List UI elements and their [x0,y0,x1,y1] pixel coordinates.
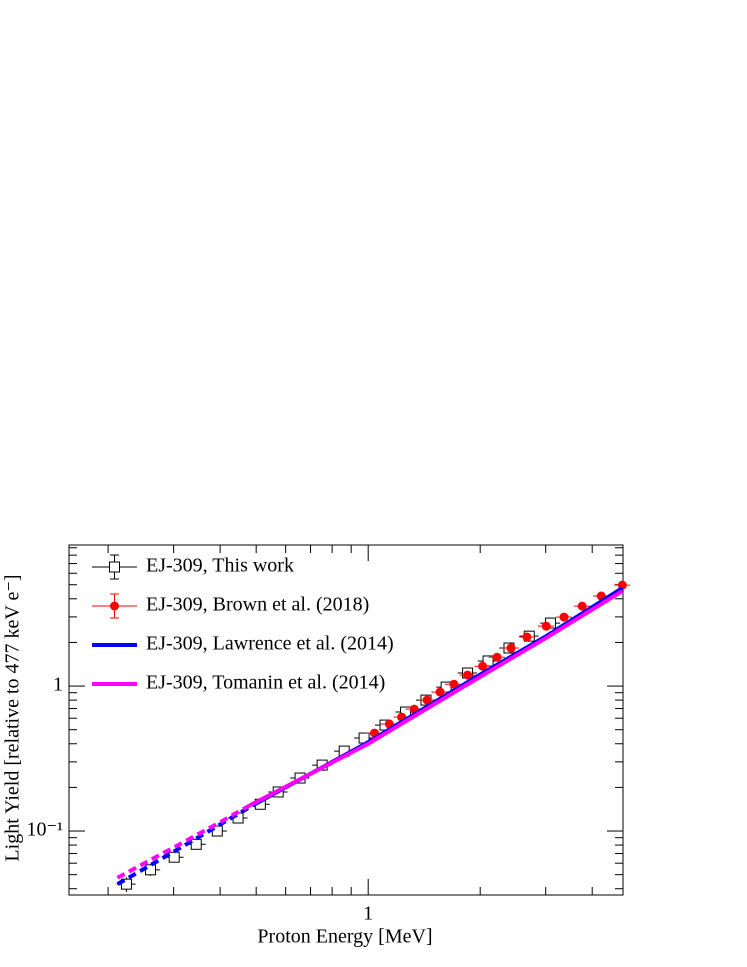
marker [168,851,180,863]
marker [449,679,459,689]
legend-label: EJ-309, Lawrence et al. (2014) [146,633,394,655]
legend-marker [109,561,120,573]
series-line [116,801,258,886]
x-axis-title: Proton Energy [MeV] [257,926,432,948]
legend-marker [110,601,119,611]
marker [478,661,488,671]
y-tick-label: 10⁻¹ [26,819,63,841]
legend-label: EJ-309, Brown et al. (2018) [146,594,369,616]
series-line [248,589,624,808]
legend-label: EJ-309, This work [146,555,294,577]
y-axis-title: Light Yield [relative to 477 keV e⁻] [2,574,24,861]
marker [506,643,516,653]
marker [190,838,202,850]
marker [577,601,587,611]
series-line [116,803,251,880]
marker [145,864,157,876]
legend-label: EJ-309, Tomanin et al. (2014) [146,672,385,694]
marker [422,695,432,705]
marker [492,652,502,662]
plot-frame [68,544,624,896]
y-tick-label: 1 [53,674,63,696]
marker [463,670,473,680]
x-tick-label: 1 [363,903,373,925]
marker [435,687,445,697]
marker [522,632,532,642]
marker [541,621,551,631]
marker [559,612,569,622]
